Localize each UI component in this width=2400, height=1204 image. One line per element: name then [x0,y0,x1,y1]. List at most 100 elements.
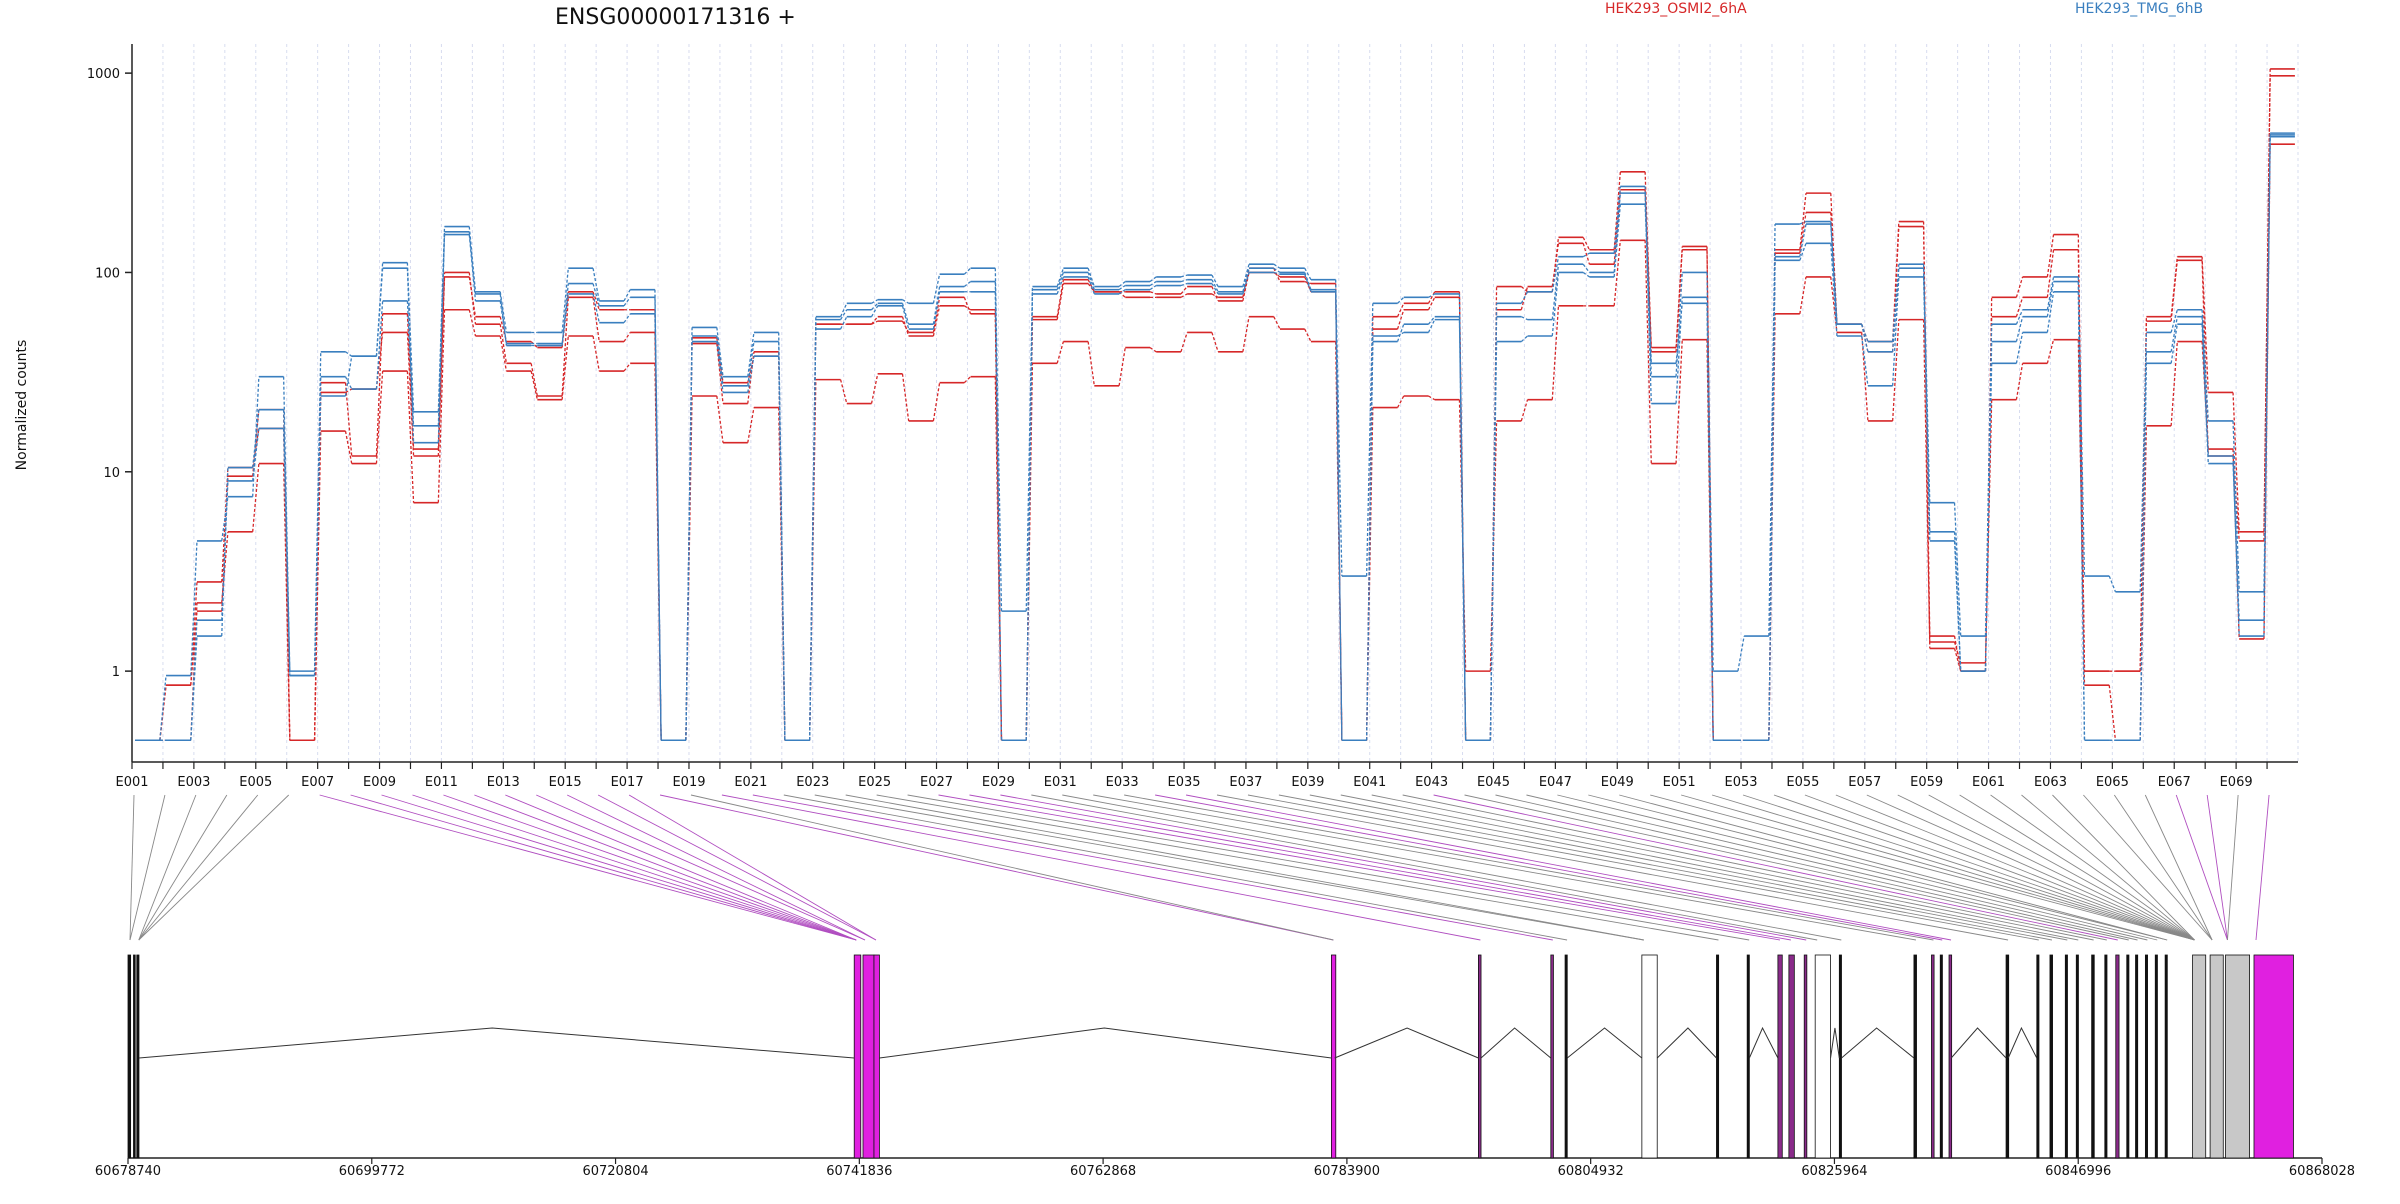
series-connector [1644,240,1652,464]
series-connector [1953,641,1962,664]
series-connector [1180,282,1188,287]
exon-bin-tick-layer: E001 E003 E005 E007 E009 E011 E013 E015 E017 E019… [115,762,2268,790]
series-connector [2201,309,2209,421]
series-connector [1211,274,1219,287]
series-connector [747,407,755,443]
exon-block [1777,954,1783,1159]
series-connector [1149,276,1157,283]
series-connector [1211,332,1219,352]
exon-block [2164,954,2168,1159]
series-connector [1582,237,1590,251]
series-connector [2170,309,2178,333]
series-connector [499,293,508,346]
series-connector [1273,267,1281,273]
series-connector [375,332,384,390]
intron-line [1334,1027,1479,1059]
series-connector [1613,204,1621,277]
series-connector [716,337,724,383]
exon-connector [876,794,1719,941]
exon-connector [1835,794,2195,941]
series-connector [901,303,910,325]
exon-bin-label: E051 [1663,775,1696,790]
exon-connector [1278,794,2053,941]
exon-connector [1619,794,2168,941]
chart-title: ENSG00000171316 + [555,5,796,30]
y-tick-label: 100 [95,266,120,281]
series-connector [190,540,198,676]
coordinate-label: 60868028 [2289,1164,2355,1179]
exon-connector [505,794,857,941]
exon-block [2225,954,2250,1159]
series-connector [1891,276,1900,386]
exon-bin-label: E031 [1044,775,1077,790]
series-connector [282,463,291,741]
y-axis-label: Normalized counts [14,340,30,471]
exon-block [1746,954,1750,1159]
series-connector [994,268,1003,612]
series-connector [406,268,415,443]
series-connector [2046,249,2055,298]
exon-bin-label: E029 [982,775,1015,790]
series-connector [901,305,910,330]
exon-bin-label: E043 [1415,775,1448,790]
series-connector [2232,392,2240,532]
exon-connector [1897,794,2195,941]
series-connector [2170,316,2178,352]
series-connector [1551,256,1560,292]
exon-connector [1247,794,2039,941]
series-connector [932,286,941,325]
series-connector [1397,296,1405,304]
series-connector [561,283,569,346]
exon-connector [129,794,166,941]
exon-block [1803,954,1808,1159]
series-connector [1056,341,1065,364]
series-connector [1149,281,1157,287]
exon-block [1939,954,1943,1159]
series-connector [1118,284,1126,291]
exon-connector [1650,794,2195,941]
series-connector [1087,268,1095,287]
exon-bin-label: E053 [1725,775,1758,790]
series-connector [1087,279,1095,293]
series-connector [530,341,538,349]
exon-bin-label: E015 [549,775,582,790]
series-connector [747,356,755,393]
exon-connector [1959,794,2195,941]
exon-block [853,954,862,1159]
series-connector [685,341,693,741]
gene-model-layer [127,954,2322,1159]
series-connector [932,382,941,422]
series-connector [901,373,910,421]
series-connector [437,309,446,503]
exon-connector [814,794,1644,941]
exon-bin-label: E047 [1539,775,1572,790]
series-connector [1520,335,1528,343]
series-connector [1211,283,1219,295]
series-connector [2046,281,2055,317]
exon-block [2064,954,2068,1159]
series-connector [406,332,415,457]
exon-connector [1742,794,2195,941]
exon-connector [1990,794,2195,941]
exon-block [2135,954,2139,1159]
exon-connector [907,794,1750,941]
exon-connector [1340,794,2079,941]
series-connector [1428,316,1436,325]
series-connector [1304,267,1312,280]
exon-connector [969,794,1791,941]
series-connector [592,291,600,310]
series-connector [1891,319,1900,421]
series-connector [561,297,569,397]
exon-block [1550,954,1554,1159]
series-connector [1180,279,1188,283]
series-connector [1396,395,1405,408]
exon-bin-label: E069 [2220,775,2253,790]
series-connector [871,320,879,325]
series-connector [1799,243,1807,261]
series-connector [1396,323,1405,342]
series-connector [1830,221,1838,325]
series-connector [375,313,384,457]
series-connector [1521,316,1528,321]
series-connector [2201,316,2209,457]
exon-bin-label: E011 [425,775,458,790]
